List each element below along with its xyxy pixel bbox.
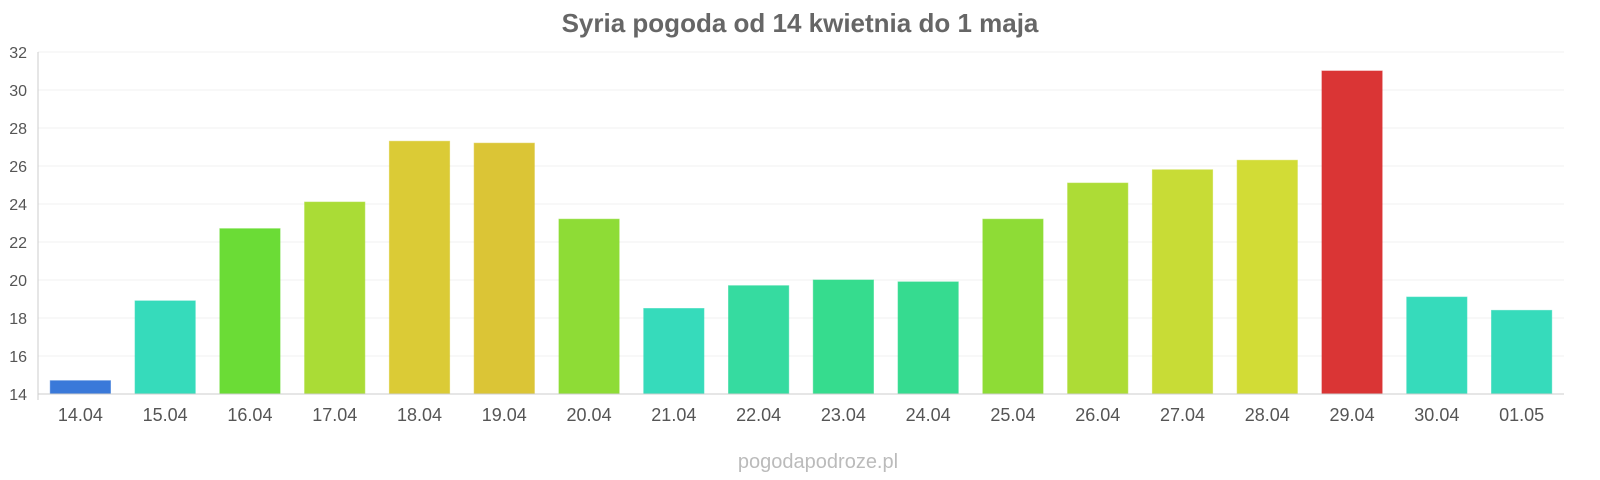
y-tick-label: 14 xyxy=(9,387,27,404)
y-tick-label: 24 xyxy=(9,197,27,214)
x-tick-label: 18.04 xyxy=(397,405,442,425)
bar-14-04 xyxy=(49,380,111,395)
x-tick-label: 15.04 xyxy=(143,405,188,425)
x-tick-label: 17.04 xyxy=(312,405,357,425)
x-tick-label: 24.04 xyxy=(906,405,951,425)
bar-27-04 xyxy=(1151,169,1214,395)
bar-23-04 xyxy=(812,279,874,395)
bar-24-04 xyxy=(897,281,959,395)
y-tick-label: 18 xyxy=(9,311,27,328)
x-tick-label: 30.04 xyxy=(1414,405,1459,425)
x-tick-label: 01.05 xyxy=(1499,405,1544,425)
bar-17-04 xyxy=(304,201,366,395)
watermark: pogodapodroze.pl xyxy=(738,451,898,473)
y-tick-label: 20 xyxy=(9,273,27,290)
bar-19-04 xyxy=(473,142,535,395)
y-tick-label: 30 xyxy=(9,83,27,100)
x-tick-label: 22.04 xyxy=(736,405,781,425)
bar-29-04 xyxy=(1321,70,1383,395)
x-tick-label: 19.04 xyxy=(482,405,527,425)
chart-title: Syria pogoda od 14 kwietnia do 1 maja xyxy=(562,8,1039,38)
x-tick-label: 21.04 xyxy=(651,405,696,425)
grid-lines xyxy=(38,51,1564,395)
x-tick-label: 14.04 xyxy=(58,405,103,425)
x-tick-label: 16.04 xyxy=(227,405,272,425)
y-tick-label: 16 xyxy=(9,349,27,366)
bar-22-04 xyxy=(728,285,790,395)
x-tick-label: 25.04 xyxy=(990,405,1035,425)
bar-25-04 xyxy=(982,218,1044,395)
x-tick-label: 29.04 xyxy=(1330,405,1375,425)
bar-16-04 xyxy=(219,228,281,395)
x-tick-label: 26.04 xyxy=(1075,405,1120,425)
y-tick-label: 26 xyxy=(9,159,27,176)
y-tick-label: 22 xyxy=(9,235,27,252)
bar-01-05 xyxy=(1491,309,1553,395)
x-tick-label: 28.04 xyxy=(1245,405,1290,425)
y-tick-label: 28 xyxy=(9,121,27,138)
bar-26-04 xyxy=(1067,182,1129,395)
x-tick-label: 23.04 xyxy=(821,405,866,425)
x-axis: 14.04 15.04 16.04 17.04 18.04 19.04 20.04 21.04… xyxy=(38,393,1564,425)
bars xyxy=(49,70,1553,395)
bar-28-04 xyxy=(1236,159,1298,395)
x-tick-label: 20.04 xyxy=(567,405,612,425)
bar-20-04 xyxy=(558,218,620,395)
bar-18-04 xyxy=(388,140,451,395)
bar-30-04 xyxy=(1406,296,1468,395)
y-tick-label: 32 xyxy=(9,45,27,62)
y-axis: 14 16 18 20 22 24 26 28 30 32 xyxy=(9,45,39,404)
bar-21-04 xyxy=(643,308,705,395)
bar-15-04 xyxy=(134,300,196,395)
x-tick-label: 27.04 xyxy=(1160,405,1205,425)
